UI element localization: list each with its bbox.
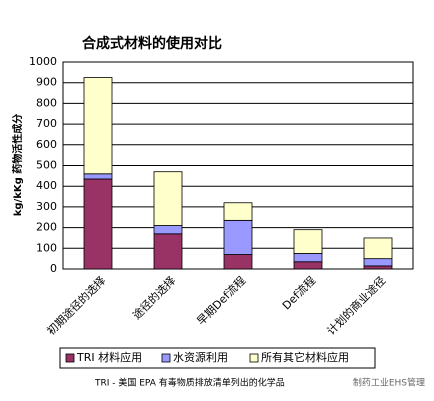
bar-segment: [223, 254, 253, 270]
y-tick-label: 1000: [29, 55, 57, 68]
legend-swatch: [65, 353, 75, 363]
legend-label: TRI 材料应用: [76, 350, 142, 364]
y-tick-label: 700: [36, 117, 57, 130]
x-tick-label: 初期途径的选择: [44, 273, 108, 337]
bar-segment: [363, 258, 393, 267]
x-tick-label: 计划的商业途径: [324, 273, 388, 337]
footnote: TRI - 美国 EPA 有毒物质排放清单列出的化学品: [94, 377, 285, 389]
y-tick-label: 300: [36, 200, 57, 213]
chart-title: 合成式材料的使用对比: [82, 35, 222, 52]
legend-swatch: [249, 353, 259, 363]
watermark: 制药工业EHS管理: [353, 377, 425, 389]
y-tick-label: 800: [36, 96, 57, 109]
y-axis-label: kg/kKg 药物活性成分: [11, 114, 24, 217]
bar-segment: [153, 171, 183, 226]
bar-segment: [223, 219, 253, 255]
legend-box: [59, 347, 376, 369]
bar-segment: [83, 178, 113, 270]
y-tick-label: 400: [36, 179, 57, 192]
y-tick-label: 200: [36, 221, 57, 234]
y-tick-label: 0: [50, 262, 57, 275]
y-tick-label: 900: [36, 76, 57, 89]
bar-segment: [83, 173, 113, 180]
x-tick-label: 早期Def流程: [194, 273, 249, 328]
y-tick-label: 600: [36, 138, 57, 151]
bar-segment: [363, 265, 393, 270]
bar-segment: [153, 225, 183, 235]
x-tick-label: 途径的选择: [129, 273, 178, 322]
bar-segment: [293, 261, 323, 270]
x-tick-label: Def流程: [279, 273, 318, 312]
legend-label: 所有其它材料应用: [261, 350, 349, 364]
bar-segment: [223, 202, 253, 221]
legend-swatch: [161, 353, 171, 363]
bar-segment: [363, 237, 393, 260]
bar-segment: [293, 229, 323, 254]
y-tick-label: 100: [36, 241, 57, 254]
y-tick-label: 500: [36, 159, 57, 172]
bar-segment: [83, 77, 113, 175]
bar-segment: [153, 233, 183, 270]
bar-segment: [293, 253, 323, 263]
legend-label: 水资源利用: [173, 350, 228, 364]
